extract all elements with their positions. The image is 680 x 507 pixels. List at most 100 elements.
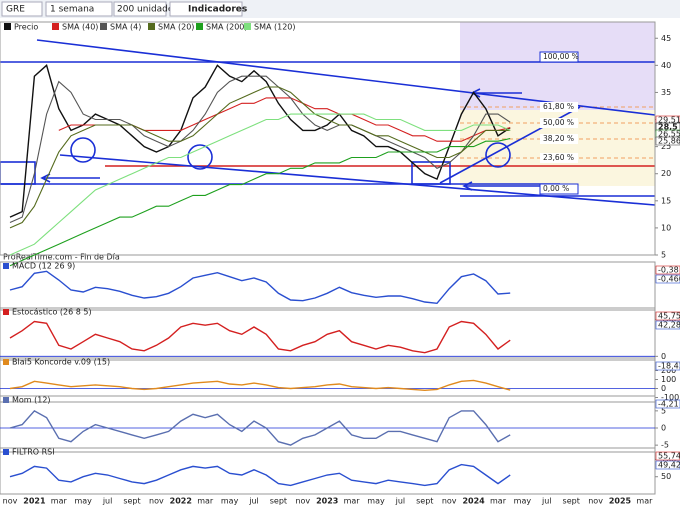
fib-lines <box>460 106 655 159</box>
series-line <box>9 113 511 256</box>
symbol[interactable]: GRE <box>6 5 25 15</box>
indicator-title: Estocástico (26 8 5) <box>12 308 92 317</box>
y-tick-label: 25 <box>661 142 671 151</box>
series-line <box>9 75 511 224</box>
x-tick-label: nov <box>3 497 18 506</box>
x-tick-label: nov <box>442 497 457 506</box>
x-tick-label: 2022 <box>170 497 192 506</box>
x-tick-label: nov <box>588 497 603 506</box>
panel-frame <box>0 307 656 361</box>
last-value-box <box>655 274 680 284</box>
last-value-box <box>655 320 680 330</box>
x-tick-label: mar <box>51 497 68 506</box>
legend-swatch <box>244 23 251 30</box>
fib-label: 0,00 % <box>543 184 569 193</box>
indicators-box[interactable] <box>169 1 243 17</box>
last-value-box <box>655 451 680 461</box>
x-tick-label: 2025 <box>609 497 632 506</box>
indicator-swatch <box>3 263 9 269</box>
symbol-box[interactable] <box>1 1 43 17</box>
x-tick-label: sept <box>563 497 580 506</box>
series-line <box>9 320 511 354</box>
legend-swatch <box>4 23 11 30</box>
x-tick-label: sept <box>416 497 433 506</box>
x-tick-label: sept <box>270 497 287 506</box>
panel-frame <box>0 447 656 495</box>
y-tick-label: 45 <box>661 34 671 43</box>
x-tick-label: nov <box>149 497 164 506</box>
x-tick-label: jul <box>541 497 552 506</box>
x-tick-label: jul <box>395 497 406 506</box>
last-value: -0,460 <box>658 275 680 284</box>
fib-label-box <box>540 134 578 144</box>
fib-label: 61,80 % <box>543 102 574 111</box>
indicator-swatch <box>3 309 9 315</box>
last-value-box <box>655 136 680 146</box>
x-tick-label: 2024 <box>462 497 485 506</box>
series-line <box>9 410 511 446</box>
panel-frame <box>0 261 656 311</box>
x-tick-label: may <box>221 497 239 506</box>
last-value: 45,75 <box>658 312 680 321</box>
y-tick-label: 40 <box>661 61 671 70</box>
fib-label: 38,20 % <box>543 134 574 143</box>
last-value-box <box>655 460 680 470</box>
last-value: 55,74 <box>658 452 680 461</box>
period-box[interactable] <box>45 1 113 17</box>
series-line <box>9 379 511 392</box>
x-tick-label: jul <box>102 497 113 506</box>
y-tick-label: -100 <box>661 393 679 402</box>
y-tick-label: 200 <box>661 366 676 375</box>
last-value-box <box>655 399 680 409</box>
units[interactable]: 200 unidades <box>117 5 178 15</box>
fib-zone <box>460 22 655 110</box>
last-value: 28,5 <box>658 123 678 132</box>
series-line <box>9 270 511 305</box>
legend-label: SMA (40) <box>62 23 98 32</box>
indicator-swatch <box>3 449 9 455</box>
last-value: 25,86 <box>658 137 680 146</box>
indicator-title: Mom (12) <box>12 396 51 405</box>
indicator-title: Blai5 Koncorde v.09 (15) <box>12 358 110 367</box>
y-tick-label: 5 <box>661 406 666 415</box>
x-tick-label: mar <box>490 497 507 506</box>
fib-label-box <box>540 153 578 163</box>
x-tick-label: jul <box>248 497 259 506</box>
last-value: 49,42 <box>658 461 680 470</box>
y-tick-label: 35 <box>661 88 671 97</box>
x-tick-label: sept <box>123 497 140 506</box>
last-value-box <box>655 311 680 321</box>
x-tick-label: mar <box>197 497 214 506</box>
fib-label-box <box>539 183 579 195</box>
series-line <box>9 463 511 487</box>
trendlines <box>0 39 656 206</box>
fib-label-box <box>539 51 579 63</box>
series-line <box>9 86 511 229</box>
last-value: -18,43 <box>658 362 680 371</box>
x-tick-label: 2023 <box>316 497 338 506</box>
x-tick-label: 2021 <box>23 497 46 506</box>
source: ProRealTime.com - Fin de Día <box>3 253 120 262</box>
legend-swatch <box>196 23 203 30</box>
units-box[interactable] <box>113 1 167 17</box>
y-tick-label: 15 <box>661 196 671 205</box>
legend-label: SMA (200) <box>206 23 248 32</box>
period[interactable]: 1 semana <box>50 5 94 15</box>
panel-frame <box>0 21 656 256</box>
legend-label: SMA (120) <box>254 23 296 32</box>
legend-swatch <box>52 23 59 30</box>
indicator-swatch <box>3 397 9 403</box>
fib-label: 100,00 % <box>543 52 579 61</box>
last-value: -4,21 <box>658 400 679 409</box>
indicator-title: MACD (12 26 9) <box>12 262 75 271</box>
series-line <box>58 97 511 142</box>
fib-label: 50,00 % <box>543 118 574 127</box>
last-value: 42,28 <box>658 321 680 330</box>
x-tick-label: mar <box>344 497 361 506</box>
last-value-box <box>655 361 680 371</box>
indicators[interactable]: Indicadores <box>188 5 247 15</box>
y-tick-label: 20 <box>661 169 671 178</box>
y-tick-label: 5 <box>661 251 666 260</box>
panel-frame <box>0 395 656 453</box>
